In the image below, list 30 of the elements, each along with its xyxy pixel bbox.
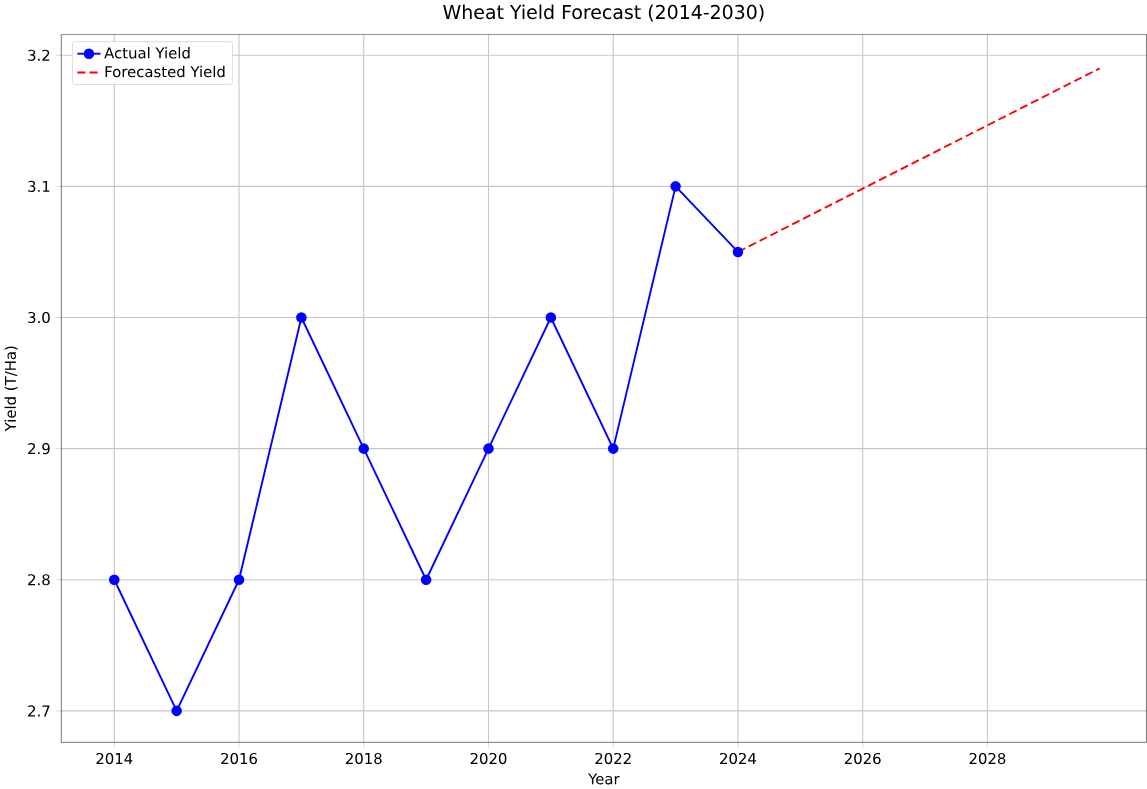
point bbox=[607, 443, 619, 454]
y-tick-label: 2.8 bbox=[28, 574, 50, 586]
x-tick-label: 2022 bbox=[595, 752, 631, 765]
x-tick-label: 2028 bbox=[969, 752, 1006, 765]
chart-title: Wheat Yield Forecast (2014-2030) bbox=[443, 4, 764, 22]
legend-label: Actual Yield bbox=[104, 47, 190, 59]
y-tick-label: 2.7 bbox=[28, 705, 50, 717]
y-tick-label: 3.0 bbox=[28, 311, 50, 324]
point bbox=[171, 705, 182, 717]
point bbox=[732, 246, 744, 258]
x-tick-label: 2018 bbox=[345, 752, 382, 765]
point bbox=[296, 312, 307, 323]
x-tick-label: 2016 bbox=[221, 752, 257, 765]
point bbox=[545, 312, 557, 323]
y-tick-label: 3.2 bbox=[28, 49, 50, 61]
point bbox=[233, 574, 245, 586]
x-tick-label: 2014 bbox=[96, 752, 133, 765]
point bbox=[670, 181, 681, 192]
legend-label: Forecasted Yield bbox=[105, 65, 225, 78]
point bbox=[483, 443, 494, 454]
x-tick-label: 2020 bbox=[470, 752, 507, 765]
x-tick-label: 2024 bbox=[720, 752, 757, 765]
point bbox=[109, 574, 120, 586]
point bbox=[358, 443, 370, 454]
y-tick-label: 3.1 bbox=[28, 180, 50, 192]
point bbox=[420, 574, 432, 586]
x-tick-label: 2026 bbox=[844, 752, 881, 765]
y-tick-label: 2.9 bbox=[28, 443, 50, 455]
x-axis-title: Year bbox=[588, 773, 620, 785]
y-axis-title: Yield (T/Ha) bbox=[4, 346, 18, 432]
